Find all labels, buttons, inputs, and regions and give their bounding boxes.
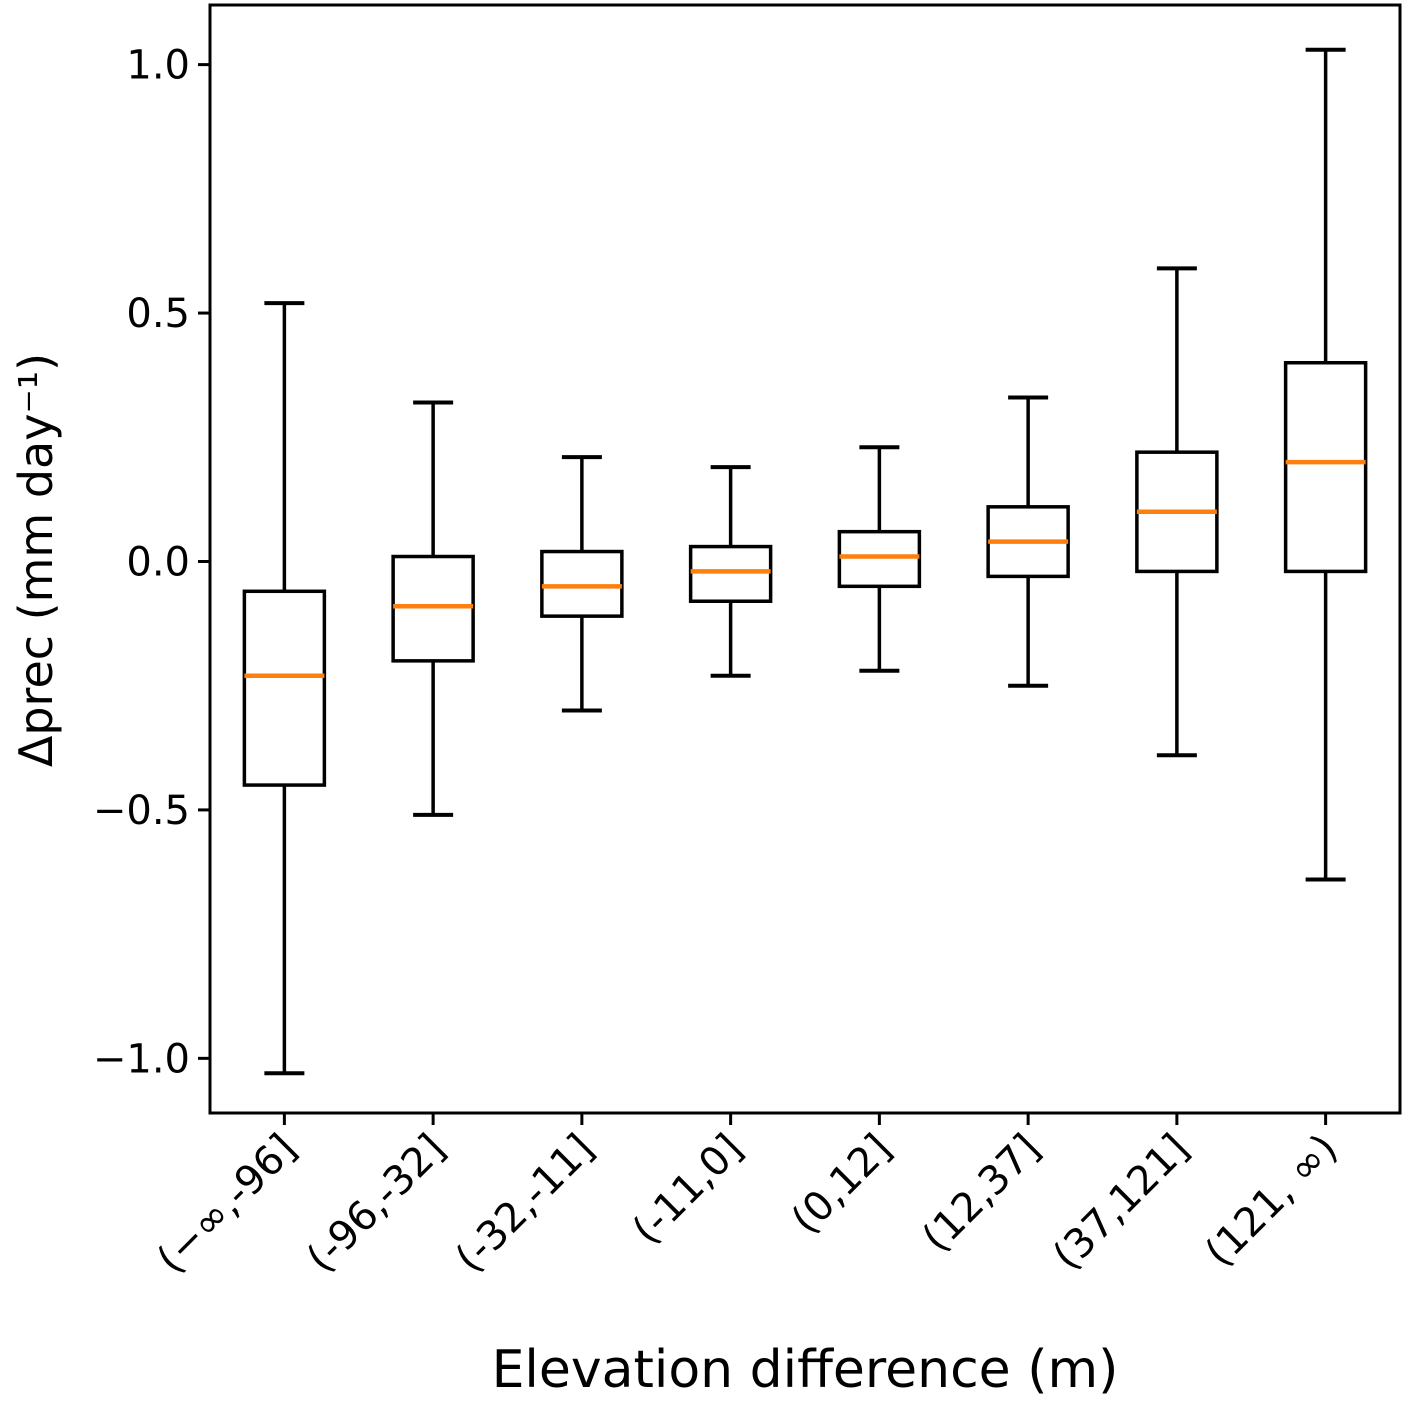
x-axis-ticks: (−∞,-96](-96,-32](-32,-11] (-11,0] (0,12](…: [148, 1113, 1347, 1283]
box-group-7: [1135, 266, 1219, 758]
y-tick-label: −1.0: [93, 1036, 190, 1082]
x-tick-label: (12,37]: [914, 1126, 1050, 1262]
box-group-3: [540, 455, 624, 713]
y-tick-label: 1.0: [126, 43, 190, 89]
axes-spines: [208, 3, 1402, 1115]
y-tick-label: 0.0: [126, 539, 190, 585]
x-axis-label: Elevation difference (m): [492, 1340, 1119, 1400]
y-tick-label: −0.5: [93, 788, 190, 834]
x-tick-label: (0,12]: [783, 1126, 901, 1244]
y-axis-ticks: 1.0 0.5 0.0 −0.5 −1.0: [93, 43, 210, 1082]
boxplot-boxes: [242, 47, 1368, 1076]
x-tick-label: (-32,-11]: [447, 1126, 603, 1282]
iqr-box: [1283, 360, 1368, 574]
iqr-box: [688, 544, 773, 603]
x-tick-label: (37,121]: [1044, 1126, 1198, 1280]
iqr-box: [242, 589, 327, 787]
iqr-box: [391, 554, 475, 663]
box-group-2: [391, 400, 475, 817]
box-group-5: [837, 445, 922, 673]
box-group-4: [688, 465, 773, 678]
x-tick-label: (-11,0]: [624, 1126, 752, 1254]
y-tick-label: 0.5: [126, 291, 190, 337]
x-tick-label: (−∞,-96]: [148, 1126, 305, 1283]
iqr-box: [540, 549, 624, 618]
iqr-box: [837, 529, 922, 589]
axes-frame: [208, 3, 1402, 1115]
box-group-8: [1283, 47, 1368, 882]
box-group-1: [242, 301, 327, 1076]
x-tick-label: (-96,-32]: [298, 1126, 454, 1282]
y-axis-label: Δprec (mm day⁻¹): [9, 353, 63, 767]
x-tick-label: (121, ∞): [1197, 1126, 1347, 1276]
box-group-6: [986, 395, 1070, 688]
